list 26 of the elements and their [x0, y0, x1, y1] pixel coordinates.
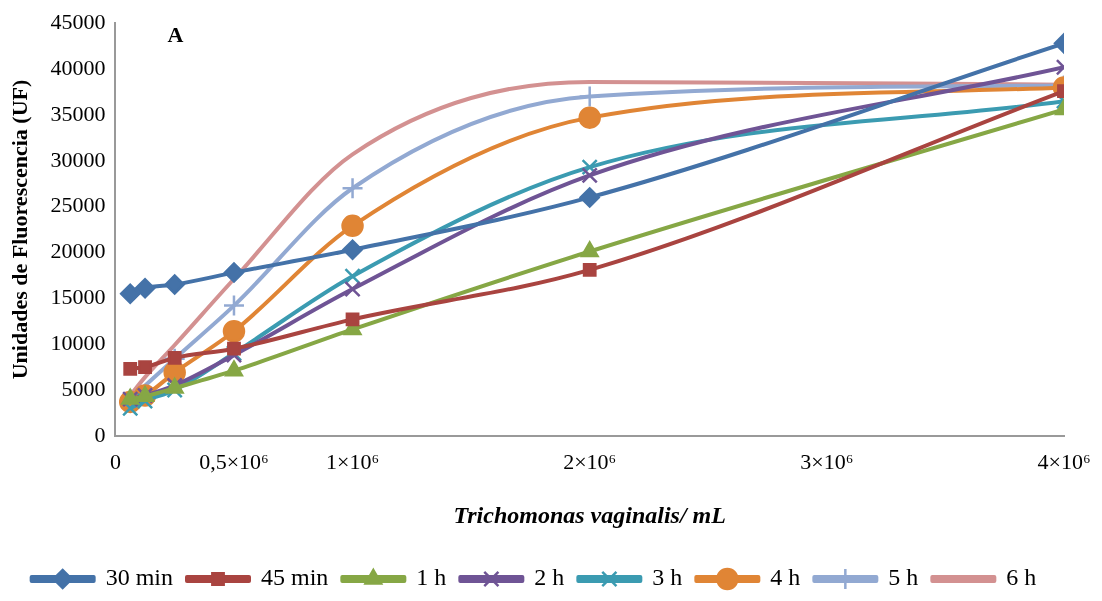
legend-label: 30 min [105, 564, 174, 591]
y-tick-label: 10000 [50, 329, 106, 355]
legend-label: 5 h [888, 564, 919, 591]
y-tick-label: 35000 [50, 100, 106, 126]
y-tick-label: 30000 [50, 146, 106, 172]
y-tick-label: 0 [94, 421, 106, 447]
legend-label: 1 h [416, 564, 447, 591]
legend-label: 4 h [770, 564, 801, 591]
x-tick-label: 1×10⁶ [326, 448, 380, 474]
legend-label: 3 h [652, 564, 683, 591]
x-axis-title: Trichomonas vaginalis/ mL [453, 501, 726, 528]
legend-label: 45 min [261, 564, 329, 591]
y-tick-label: 20000 [50, 238, 106, 264]
y-tick-label: 25000 [50, 192, 106, 218]
legend-label: 6 h [1006, 564, 1037, 591]
x-tick-label: 0,5×10⁶ [199, 448, 269, 474]
y-tick-label: 15000 [50, 284, 106, 310]
y-tick-label: 40000 [50, 54, 106, 80]
y-tick-label: 5000 [61, 375, 106, 401]
annotation: A [167, 21, 184, 47]
y-tick-label: 45000 [50, 8, 106, 34]
legend-label: 2 h [534, 564, 565, 591]
x-tick-label: 3×10⁶ [800, 448, 854, 474]
y-axis-title: Unidades de Fluorescencia (UF) [6, 79, 32, 380]
x-tick-label: 2×10⁶ [563, 448, 617, 474]
x-tick-label: 4×10⁶ [1037, 448, 1091, 474]
